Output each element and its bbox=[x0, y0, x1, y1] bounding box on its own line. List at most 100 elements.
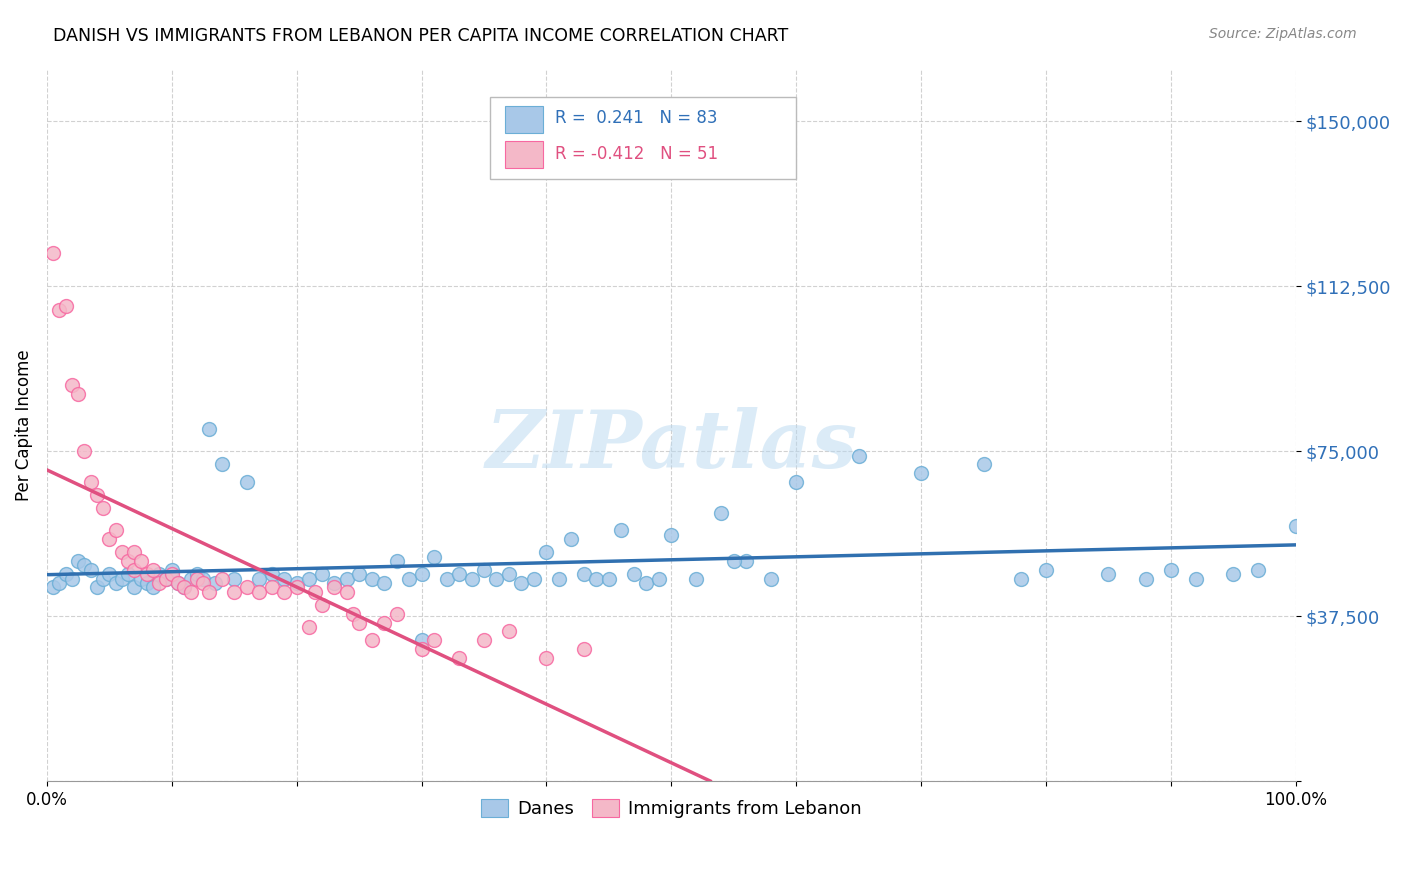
Point bbox=[247, 585, 270, 599]
Point bbox=[323, 581, 346, 595]
Point bbox=[385, 554, 408, 568]
Point bbox=[55, 567, 77, 582]
Point bbox=[648, 572, 671, 586]
Point bbox=[186, 567, 208, 582]
Point bbox=[273, 585, 295, 599]
Point bbox=[117, 554, 139, 568]
Point bbox=[104, 576, 127, 591]
Point bbox=[48, 576, 70, 591]
Point bbox=[155, 572, 177, 586]
Point bbox=[179, 585, 201, 599]
Point bbox=[398, 572, 420, 586]
Point bbox=[1160, 563, 1182, 577]
Point bbox=[260, 567, 283, 582]
Point bbox=[98, 532, 121, 546]
Point bbox=[191, 572, 214, 586]
Point bbox=[336, 585, 359, 599]
Point bbox=[447, 567, 470, 582]
Point bbox=[173, 581, 195, 595]
FancyBboxPatch shape bbox=[505, 105, 543, 133]
Point bbox=[247, 572, 270, 586]
Point bbox=[79, 475, 101, 489]
Point bbox=[186, 572, 208, 586]
Point bbox=[167, 576, 190, 591]
Point bbox=[423, 549, 446, 564]
Point bbox=[411, 567, 433, 582]
Point bbox=[42, 246, 65, 260]
Point bbox=[373, 615, 395, 630]
Point bbox=[572, 642, 595, 657]
Point bbox=[129, 572, 152, 586]
Point bbox=[848, 449, 870, 463]
Point bbox=[373, 576, 395, 591]
Point bbox=[79, 563, 101, 577]
Point bbox=[129, 554, 152, 568]
Point bbox=[160, 563, 183, 577]
Point bbox=[411, 642, 433, 657]
Point bbox=[304, 585, 326, 599]
Point bbox=[1097, 567, 1119, 582]
Point bbox=[347, 567, 370, 582]
Point bbox=[598, 572, 620, 586]
Point bbox=[347, 615, 370, 630]
Point bbox=[142, 563, 165, 577]
Point bbox=[98, 567, 121, 582]
Point bbox=[572, 567, 595, 582]
Point bbox=[910, 466, 932, 480]
Point bbox=[423, 633, 446, 648]
Point bbox=[111, 572, 134, 586]
Point bbox=[336, 572, 359, 586]
Point bbox=[211, 572, 233, 586]
Point bbox=[55, 299, 77, 313]
Point bbox=[436, 572, 458, 586]
Point bbox=[498, 567, 520, 582]
Point bbox=[1247, 563, 1270, 577]
Point bbox=[360, 633, 382, 648]
Text: Source: ZipAtlas.com: Source: ZipAtlas.com bbox=[1209, 27, 1357, 41]
Point bbox=[785, 475, 807, 489]
Point bbox=[723, 554, 745, 568]
Point bbox=[60, 572, 83, 586]
Point bbox=[536, 545, 558, 559]
Point bbox=[472, 563, 495, 577]
Point bbox=[342, 607, 364, 621]
Point bbox=[1035, 563, 1057, 577]
Point bbox=[710, 506, 733, 520]
Point bbox=[160, 567, 183, 582]
Point bbox=[91, 501, 114, 516]
Point bbox=[124, 581, 146, 595]
Point bbox=[135, 576, 157, 591]
Point bbox=[285, 581, 308, 595]
Point bbox=[148, 576, 170, 591]
Point bbox=[124, 563, 146, 577]
Y-axis label: Per Capita Income: Per Capita Income bbox=[15, 349, 32, 500]
Point bbox=[198, 422, 221, 436]
Point bbox=[104, 524, 127, 538]
Point bbox=[498, 624, 520, 639]
Point bbox=[135, 567, 157, 582]
Text: R =  0.241   N = 83: R = 0.241 N = 83 bbox=[555, 110, 717, 128]
Point bbox=[167, 576, 190, 591]
Point bbox=[235, 581, 257, 595]
Point bbox=[523, 572, 546, 586]
Point bbox=[610, 524, 633, 538]
Point bbox=[260, 581, 283, 595]
FancyBboxPatch shape bbox=[491, 97, 796, 179]
Point bbox=[659, 527, 682, 541]
Point bbox=[48, 303, 70, 318]
Point bbox=[224, 585, 246, 599]
Point bbox=[191, 576, 214, 591]
Point bbox=[117, 567, 139, 582]
Point bbox=[42, 581, 65, 595]
Point bbox=[198, 585, 221, 599]
Point bbox=[124, 545, 146, 559]
Point bbox=[73, 558, 96, 573]
Point bbox=[623, 567, 645, 582]
Text: ZIPatlas: ZIPatlas bbox=[485, 408, 858, 485]
Point bbox=[224, 572, 246, 586]
Point bbox=[472, 633, 495, 648]
Text: R = -0.412   N = 51: R = -0.412 N = 51 bbox=[555, 145, 718, 163]
Point bbox=[1185, 572, 1208, 586]
Text: DANISH VS IMMIGRANTS FROM LEBANON PER CAPITA INCOME CORRELATION CHART: DANISH VS IMMIGRANTS FROM LEBANON PER CA… bbox=[53, 27, 789, 45]
Point bbox=[60, 378, 83, 392]
